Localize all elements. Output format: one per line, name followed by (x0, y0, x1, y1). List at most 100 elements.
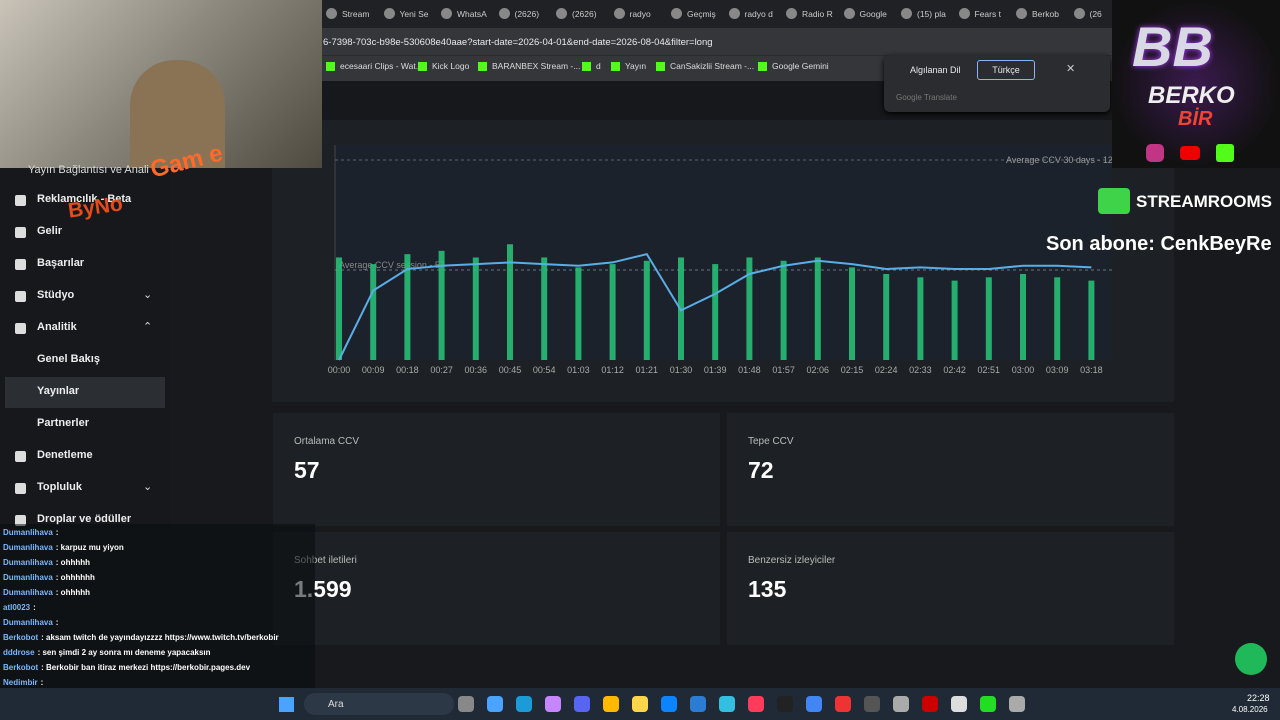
nav-icon (15, 515, 26, 526)
x-tick-label: 01:48 (738, 365, 761, 375)
taskbar-app[interactable] (951, 696, 967, 712)
bar (985, 277, 992, 360)
bookmark[interactable]: CanSakizlii Stream -... (670, 61, 755, 71)
taskbar-app[interactable] (835, 696, 851, 712)
bar (814, 257, 821, 360)
subscriber: Son abone: CenkBeyRe (1046, 233, 1272, 255)
nav-item[interactable]: Genel Bakış (37, 353, 100, 365)
taskbar-app[interactable] (458, 696, 474, 712)
bar (438, 250, 445, 360)
bookmark[interactable]: BARANBEX Stream -... (492, 61, 581, 71)
tab[interactable]: Stream (342, 9, 370, 19)
taskbar-app[interactable] (719, 696, 735, 712)
taskbar-app[interactable] (690, 696, 706, 712)
nav-item[interactable]: Topluluk (37, 481, 83, 493)
taskbar-app[interactable] (893, 696, 909, 712)
x-tick-label: 01:21 (636, 365, 659, 375)
tab[interactable]: Yeni Se (399, 9, 429, 19)
search-text[interactable]: Ara (328, 699, 344, 710)
chat-row: Dumanlihava: ohhhhhh (3, 573, 95, 582)
tab[interactable]: (2626) (514, 9, 540, 19)
chat-row: Berkobot: aksam twitch de yayındayızzzz … (3, 633, 279, 642)
browser-tabs (322, 0, 1112, 28)
chat-user: Berkobot (3, 663, 39, 672)
tab[interactable]: WhatsA (457, 9, 487, 19)
x-tick-label: 00:54 (533, 365, 556, 375)
translate-popup (884, 55, 1110, 112)
x-tick-label: 02:51 (978, 365, 1001, 375)
nav-item[interactable]: Başarılar (37, 257, 85, 269)
nav-item[interactable]: Yayınlar (37, 385, 80, 397)
sidebar-partial: Yayın Bağlantısı ve Anali (28, 164, 149, 176)
nav-icon (15, 451, 26, 462)
x-tick-label: 01:39 (704, 365, 727, 375)
x-tick-label: 03:09 (1046, 365, 1069, 375)
x-tick-label: 00:45 (499, 365, 522, 375)
nav-item[interactable]: Stüdyo (37, 289, 75, 301)
nav-item[interactable]: Gelir (37, 225, 63, 237)
nav-item[interactable]: Analitik (37, 321, 77, 333)
chat-message: : aksam twitch de yayındayızzzz https://… (41, 633, 279, 642)
bar (883, 274, 890, 360)
taskbar-app[interactable] (922, 696, 938, 712)
tab[interactable]: Google (859, 9, 887, 19)
tab[interactable]: (15) pla (917, 9, 946, 19)
bookmark[interactable]: Yayın (625, 61, 647, 71)
taskbar-app[interactable] (574, 696, 590, 712)
taskbar-app[interactable] (777, 696, 793, 712)
bookmark[interactable]: ecesaari Clips - Wat... (340, 61, 423, 71)
nav-item[interactable]: Partnerler (37, 417, 89, 429)
tab-icon (843, 8, 855, 19)
x-tick-label: 02:33 (909, 365, 932, 375)
taskbar-app[interactable] (806, 696, 822, 712)
chat-row: dddrose: sen şimdi 2 ay sonra mı deneme … (3, 648, 211, 657)
taskbar-app[interactable] (632, 696, 648, 712)
bar (780, 260, 787, 360)
taskbar-app[interactable] (545, 696, 561, 712)
nav-icon (15, 259, 26, 270)
bar (575, 267, 582, 360)
stat-value: 57 (294, 457, 320, 483)
tab[interactable]: Radio R (802, 9, 833, 19)
nav-item[interactable]: Reklamcılık - Beta (37, 193, 132, 205)
tab-icon (326, 8, 337, 19)
bookmark[interactable]: Kick Logo (432, 61, 470, 71)
help-button[interactable] (1235, 643, 1267, 675)
brand-initials: BB (1132, 15, 1213, 78)
taskbar-app[interactable] (603, 696, 619, 712)
tab[interactable]: Fears t (974, 9, 1001, 19)
search-box[interactable] (304, 693, 454, 715)
tab[interactable]: radyo (629, 9, 651, 19)
taskbar-app[interactable] (980, 696, 996, 712)
taskbar-app[interactable] (864, 696, 880, 712)
taskbar-app[interactable] (661, 696, 677, 712)
detected-language[interactable]: Algılanan Dil (910, 65, 961, 75)
chat-row: Dumanlihava: (3, 618, 58, 627)
start-button[interactable] (279, 697, 294, 712)
nav-item[interactable]: Denetleme (37, 449, 93, 461)
tab-icon (728, 8, 740, 19)
taskbar-app[interactable] (516, 696, 532, 712)
chat-message: : (55, 528, 59, 537)
url[interactable]: 6-7398-703c-b98e-530608e40aae?start-date… (323, 37, 713, 48)
taskbar-app[interactable] (487, 696, 503, 712)
tab[interactable]: radyo d (744, 9, 773, 19)
x-tick-label: 01:57 (772, 365, 795, 375)
translate-close[interactable]: ✕ (1066, 63, 1076, 75)
taskbar-app[interactable] (748, 696, 764, 712)
bar (746, 257, 753, 360)
bookmark[interactable]: d (596, 61, 601, 71)
tab[interactable]: (2626) (572, 9, 597, 19)
bookmark[interactable]: Google Gemini (772, 61, 829, 71)
language-button[interactable]: Türkçe (977, 60, 1035, 80)
tab[interactable]: Geçmiş (687, 9, 716, 19)
nav-icon (15, 291, 26, 302)
stat-card (727, 413, 1174, 526)
tab[interactable]: (26 (1089, 9, 1102, 19)
tab-icon (556, 8, 567, 19)
nav-item[interactable]: Droplar ve ödüller (37, 513, 132, 525)
nav-icon (15, 195, 26, 206)
taskbar-app[interactable] (1009, 696, 1025, 712)
tab[interactable]: Berkob (1032, 9, 1059, 19)
nav-chevron: ⌄ (143, 481, 153, 493)
